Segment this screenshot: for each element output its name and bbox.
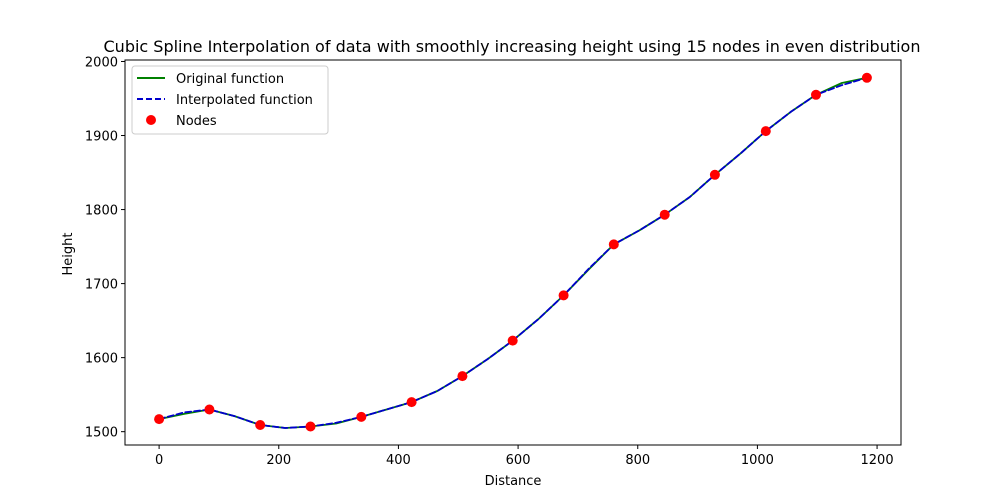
x-tick-label: 200	[266, 453, 291, 468]
node-point	[457, 371, 468, 382]
x-axis-label: Distance	[485, 474, 542, 489]
node-point	[659, 209, 670, 220]
plot-area	[154, 72, 872, 432]
x-tick-label: 800	[625, 453, 650, 468]
node-point	[204, 404, 215, 415]
x-tick-label: 600	[506, 453, 531, 468]
legend-label-original-function: Original function	[176, 72, 284, 87]
node-point	[709, 169, 720, 180]
x-tick-label: 1000	[741, 453, 774, 468]
y-axis-label: Height	[61, 233, 76, 276]
y-tick-label: 1700	[85, 278, 118, 293]
axis-ticks: 0 200 400 600 800 1000 1200 1500 1600 1700 1800 190…	[85, 55, 894, 468]
plot-frame	[124, 59, 902, 446]
node-point	[154, 414, 165, 425]
node-point	[608, 239, 619, 250]
node-point	[255, 420, 266, 430]
y-tick-label: 1900	[85, 130, 118, 145]
legend-label-interpolated-function: Interpolated function	[176, 93, 313, 108]
y-tick-label: 2000	[85, 55, 118, 70]
node-point	[861, 72, 872, 83]
y-tick-label: 1500	[85, 426, 118, 441]
node-point	[811, 89, 821, 100]
node-point	[406, 397, 417, 408]
y-tick-label: 1800	[85, 204, 118, 219]
x-tick-label: 1200	[861, 453, 894, 468]
y-tick-label: 1600	[85, 352, 118, 367]
node-point	[356, 411, 367, 422]
node-point	[760, 126, 771, 137]
legend: Original function Interpolated function …	[131, 65, 329, 135]
legend-swatch-nodes	[146, 115, 156, 125]
chart-title: Cubic Spline Interpolation of data with …	[104, 37, 921, 56]
node-point	[558, 290, 569, 301]
node-point	[507, 335, 518, 346]
legend-box	[131, 65, 329, 135]
node-point	[305, 421, 316, 432]
x-tick-label: 0	[155, 453, 163, 468]
legend-label-nodes: Nodes	[176, 114, 217, 129]
x-tick-label: 400	[386, 453, 411, 468]
